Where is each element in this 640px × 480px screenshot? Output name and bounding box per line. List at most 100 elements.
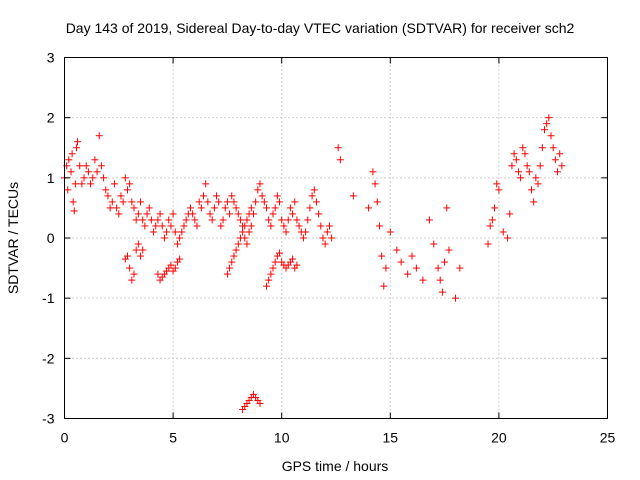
x-tick-label: 0 <box>61 430 69 446</box>
data-point <box>200 192 208 200</box>
data-point <box>441 258 449 266</box>
data-point <box>521 150 529 158</box>
data-point <box>221 204 229 212</box>
data-point <box>315 210 323 218</box>
data-point <box>119 198 127 206</box>
data-point <box>126 180 134 188</box>
data-point <box>373 198 381 206</box>
data-point <box>165 216 173 224</box>
data-point <box>430 240 438 248</box>
data-point <box>443 204 451 212</box>
data-point <box>499 228 507 236</box>
data-point <box>139 246 147 254</box>
data-point <box>256 180 264 188</box>
data-point <box>230 252 238 260</box>
y-axis-label: SDTVAR / TECUs <box>5 182 21 294</box>
data-point <box>523 162 531 170</box>
data-point <box>117 192 125 200</box>
data-point <box>397 258 405 266</box>
data-point <box>208 216 216 224</box>
data-point <box>408 252 416 260</box>
data-point <box>519 144 527 152</box>
data-point <box>80 174 88 182</box>
data-point <box>78 180 86 188</box>
data-point <box>304 216 312 224</box>
data-point <box>375 222 383 230</box>
data-point <box>104 192 112 200</box>
data-point <box>243 240 251 248</box>
data-point <box>445 246 453 254</box>
data-point <box>113 204 121 212</box>
data-point <box>106 204 114 212</box>
data-point <box>69 198 77 206</box>
data-point <box>121 174 129 182</box>
data-point <box>541 126 549 134</box>
data-point <box>488 216 496 224</box>
plot-frame <box>64 57 608 419</box>
x-tick-label: 20 <box>491 430 507 446</box>
data-point <box>65 156 73 164</box>
x-tick-labels: 0 5 10 15 20 25 <box>61 430 616 446</box>
grid <box>64 57 608 419</box>
data-point <box>163 228 171 236</box>
data-point <box>412 264 420 272</box>
data-point <box>436 276 444 284</box>
data-point <box>378 252 386 260</box>
data-point <box>204 198 212 206</box>
data-point <box>254 186 262 194</box>
data-point <box>137 198 145 206</box>
y-tick-label: 2 <box>47 110 55 126</box>
data-point <box>128 276 136 284</box>
data-point <box>150 228 158 236</box>
data-point <box>293 216 301 224</box>
data-point <box>152 222 160 230</box>
data-point <box>258 192 266 200</box>
data-point <box>74 138 82 146</box>
data-point <box>102 186 110 194</box>
data-point <box>328 234 336 242</box>
data-point <box>336 156 344 164</box>
data-point <box>180 222 188 230</box>
data-point <box>371 180 379 188</box>
data-point <box>267 270 275 278</box>
data-point <box>486 222 494 230</box>
data-point <box>510 150 518 158</box>
data-point <box>438 288 446 296</box>
data-point <box>178 228 186 236</box>
data-point <box>82 162 90 170</box>
data-point <box>525 168 533 176</box>
data-point <box>186 204 194 212</box>
data-point <box>299 234 307 242</box>
data-point <box>97 162 105 170</box>
data-point <box>262 282 270 290</box>
data-point <box>228 258 236 266</box>
data-point <box>306 204 314 212</box>
data-point <box>89 174 97 182</box>
data-point <box>241 222 249 230</box>
data-point <box>141 222 149 230</box>
data-point <box>545 114 553 122</box>
data-point <box>554 168 562 176</box>
data-point <box>160 234 168 242</box>
data-point <box>167 261 175 269</box>
data-point <box>156 210 164 218</box>
data-point <box>71 180 79 188</box>
x-tick-label: 15 <box>383 430 399 446</box>
data-point <box>286 204 294 212</box>
data-point <box>386 228 394 236</box>
data-point <box>226 210 234 218</box>
data-point <box>267 222 275 230</box>
data-point <box>169 210 177 218</box>
data-point <box>132 246 140 254</box>
data-point <box>206 210 214 218</box>
data-point <box>506 210 514 218</box>
data-point <box>68 150 76 158</box>
data-point <box>130 204 138 212</box>
data-point <box>70 207 78 215</box>
data-point <box>130 270 138 278</box>
data-point <box>317 222 325 230</box>
data-point <box>145 204 153 212</box>
data-point <box>219 216 227 224</box>
data-point <box>197 204 205 212</box>
data-point <box>91 156 99 164</box>
